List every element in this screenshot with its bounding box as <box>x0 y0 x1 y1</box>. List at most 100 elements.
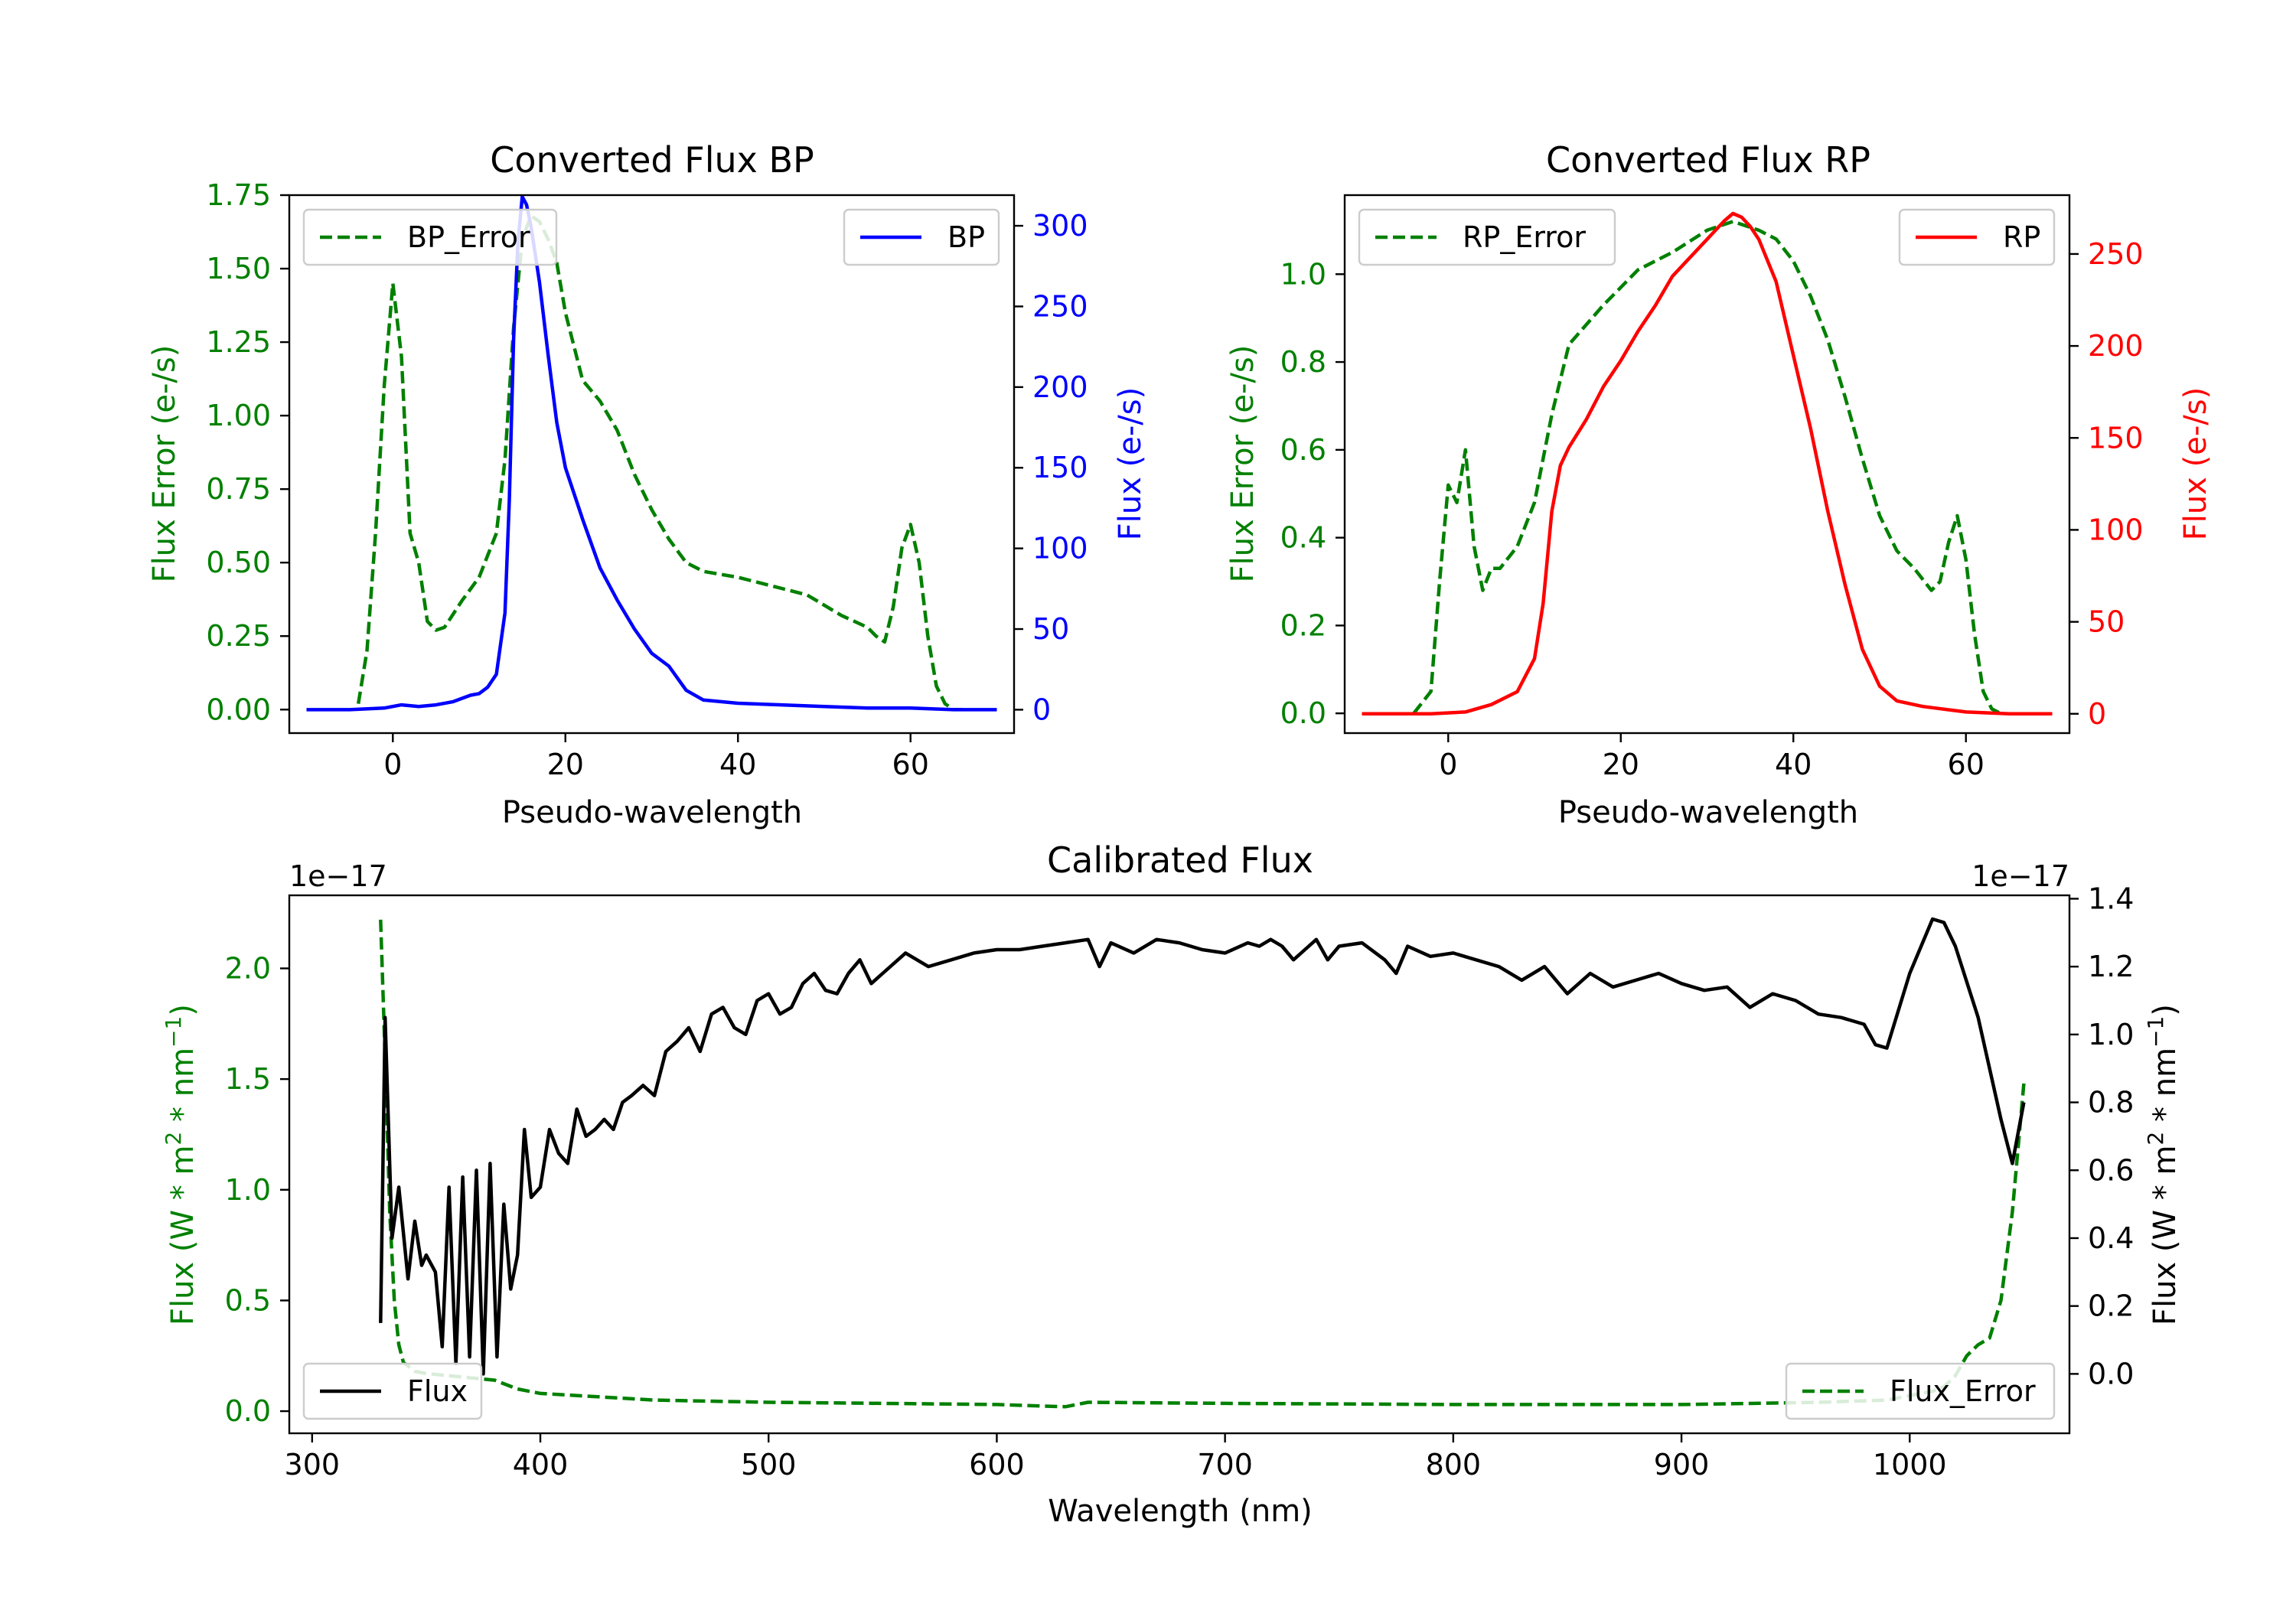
bp-left-y-tick-label: 0.75 <box>206 472 271 506</box>
bp-left-y-tick-label: 1.75 <box>206 178 271 212</box>
bp-x-tick-label: 0 <box>383 748 402 781</box>
bp-x-tick-label: 20 <box>547 748 584 781</box>
bp-right-y-tick-label: 50 <box>1032 612 1069 646</box>
calib-right-axis-label: Flux (W * m2 * nm−1) <box>2143 1004 2183 1325</box>
rp-left-y-tick-label: 0.8 <box>1280 345 1326 379</box>
bp-legend-flux: BP <box>843 208 1000 266</box>
bp-series-bp-error <box>356 214 963 712</box>
calib-x-tick-label: 1000 <box>1873 1448 1947 1482</box>
rp-series-rp-error <box>1412 220 2001 715</box>
rp-left-y-tick-label: 0.4 <box>1280 521 1326 555</box>
bp-right-y-tick-label: 0 <box>1032 693 1051 726</box>
calib-right-y-tick-label: 0.2 <box>2088 1289 2134 1323</box>
calib-left-y-tick-label: 0.0 <box>225 1394 271 1428</box>
calib-right-y-tick-label: 0.8 <box>2088 1086 2134 1120</box>
calib-legend-flux-label: Flux <box>407 1374 468 1408</box>
bp-plot-frame <box>288 194 1016 735</box>
rp-x-tick-label: 40 <box>1775 748 1812 781</box>
bp-legend-flux-label: BP <box>947 220 985 254</box>
calib-legend-flux-box <box>302 1362 483 1420</box>
rp-left-y-tick-label: 0.6 <box>1280 433 1326 467</box>
bp-right-y-tick-label: 300 <box>1032 209 1088 243</box>
calib-x-axis-label: Wavelength (nm) <box>1048 1494 1313 1529</box>
calib-right-y-tick-label: 1.2 <box>2088 950 2134 983</box>
rp-right-y-tick-label: 100 <box>2088 513 2144 546</box>
chart-calibrated: Calibrated Flux 300 400 500 600 700 800 900 100… <box>161 839 2183 1529</box>
calib-left-y-tick-label: 2.0 <box>225 951 271 985</box>
rp-right-y-tick-label: 50 <box>2088 605 2125 639</box>
rp-right-y-tick-label: 250 <box>2088 237 2144 271</box>
calib-left-axis-label: Flux (W * m2 * nm−1) <box>161 1004 201 1325</box>
bp-right-y-tick-label: 150 <box>1032 451 1088 484</box>
calib-right-y-tick-label: 1.0 <box>2088 1018 2134 1051</box>
rp-right-y-tick-label: 150 <box>2088 421 2144 455</box>
bp-legend-error-label: BP_Error <box>407 220 530 254</box>
bp-legend-error: BP_Error <box>302 208 558 266</box>
rp-right-y-tick-label: 200 <box>2088 329 2144 363</box>
bp-series-layer <box>306 194 997 712</box>
calib-title: Calibrated Flux <box>1047 839 1313 881</box>
chart-bp: Converted Flux BP 0 20 40 60 0.00 0.25 0.50 0.7… <box>147 139 1148 830</box>
calib-series-flux <box>379 917 2026 1376</box>
calib-right-offset-text: 1e−17 <box>1971 859 2069 893</box>
calib-left-y-tick-label: 1.0 <box>225 1173 271 1207</box>
chart-rp: Converted Flux RP 0 20 40 60 0.0 0.2 0.4 0.6 0.8… <box>1225 139 2213 830</box>
bp-left-axis-label: Flux Error (e-/s) <box>147 345 182 583</box>
bp-left-y-tick-label: 0.25 <box>206 619 271 653</box>
bp-left-y-tick-label: 0.50 <box>206 546 271 579</box>
rp-legend-flux-label: RP <box>2003 220 2040 254</box>
calib-x-tick-label: 300 <box>285 1448 341 1482</box>
calib-left-y-tick-label: 0.5 <box>225 1283 271 1317</box>
bp-x-tick-label: 40 <box>719 748 756 781</box>
bp-right-axis-label: Flux (e-/s) <box>1113 387 1148 540</box>
calib-legend-error-box <box>1785 1362 2056 1420</box>
calib-plot-frame <box>288 894 2071 1435</box>
calib-x-tick-label: 900 <box>1654 1448 1710 1482</box>
calib-x-tick-label: 800 <box>1426 1448 1482 1482</box>
calib-right-y-tick-label: 0.6 <box>2088 1153 2134 1187</box>
rp-left-axis-label: Flux Error (e-/s) <box>1225 345 1261 583</box>
rp-x-tick-label: 20 <box>1603 748 1639 781</box>
rp-right-axis-label: Flux (e-/s) <box>2178 387 2213 540</box>
calib-right-y-tick-label: 0.0 <box>2088 1357 2134 1390</box>
bp-x-axis-label: Pseudo-wavelength <box>502 795 802 830</box>
bp-ticks-layer: 0 20 40 60 0.00 0.25 0.50 0.75 1.00 1.25 1.50 1.75 0… <box>206 178 1088 781</box>
bp-legend-error-box <box>302 208 558 266</box>
rp-plot-frame <box>1343 194 2071 735</box>
calib-right-y-tick-label: 1.4 <box>2088 882 2134 915</box>
rp-x-axis-label: Pseudo-wavelength <box>1558 795 1858 830</box>
rp-x-tick-label: 0 <box>1439 748 1457 781</box>
bp-x-tick-label: 60 <box>892 748 929 781</box>
calib-x-tick-label: 700 <box>1197 1448 1253 1482</box>
rp-left-y-tick-label: 0.0 <box>1280 696 1326 730</box>
calib-x-tick-label: 600 <box>969 1448 1025 1482</box>
rp-series-layer <box>1362 211 2053 716</box>
bp-right-y-tick-label: 100 <box>1032 532 1088 566</box>
calib-left-y-tick-label: 1.5 <box>225 1062 271 1096</box>
rp-legend-error-label: RP_Error <box>1463 220 1586 254</box>
rp-title: Converted Flux RP <box>1546 139 1870 181</box>
calib-legend-flux: Flux <box>302 1362 483 1420</box>
calib-right-y-tick-label: 0.4 <box>2088 1221 2134 1255</box>
calib-legend-error-label: Flux_Error <box>1890 1374 2036 1408</box>
bp-title: Converted Flux BP <box>490 139 814 181</box>
bp-right-y-tick-label: 200 <box>1032 370 1088 404</box>
calib-ticks-layer: 300 400 500 600 700 800 900 1000 0.0 0.5 1.0 1.5 2.0… <box>225 882 2135 1482</box>
calib-x-tick-label: 500 <box>741 1448 797 1482</box>
bp-left-y-tick-label: 1.50 <box>206 252 271 285</box>
calib-legend-error: Flux_Error <box>1785 1362 2056 1420</box>
bp-left-y-tick-label: 0.00 <box>206 693 271 726</box>
calib-x-tick-label: 400 <box>513 1448 569 1482</box>
rp-right-y-tick-label: 0 <box>2088 697 2106 731</box>
rp-series-rp <box>1362 211 2053 716</box>
bp-left-y-tick-label: 1.00 <box>206 399 271 432</box>
rp-left-y-tick-label: 0.2 <box>1280 608 1326 642</box>
calib-left-offset-text: 1e−17 <box>289 859 387 893</box>
bp-left-y-tick-label: 1.25 <box>206 325 271 359</box>
rp-ticks-layer: 0 20 40 60 0.0 0.2 0.4 0.6 0.8 1.0 0 50 100 150 200 250 <box>1280 237 2144 781</box>
rp-legend-error-box <box>1358 208 1616 266</box>
rp-x-tick-label: 60 <box>1948 748 1985 781</box>
bp-right-y-tick-label: 250 <box>1032 289 1088 323</box>
